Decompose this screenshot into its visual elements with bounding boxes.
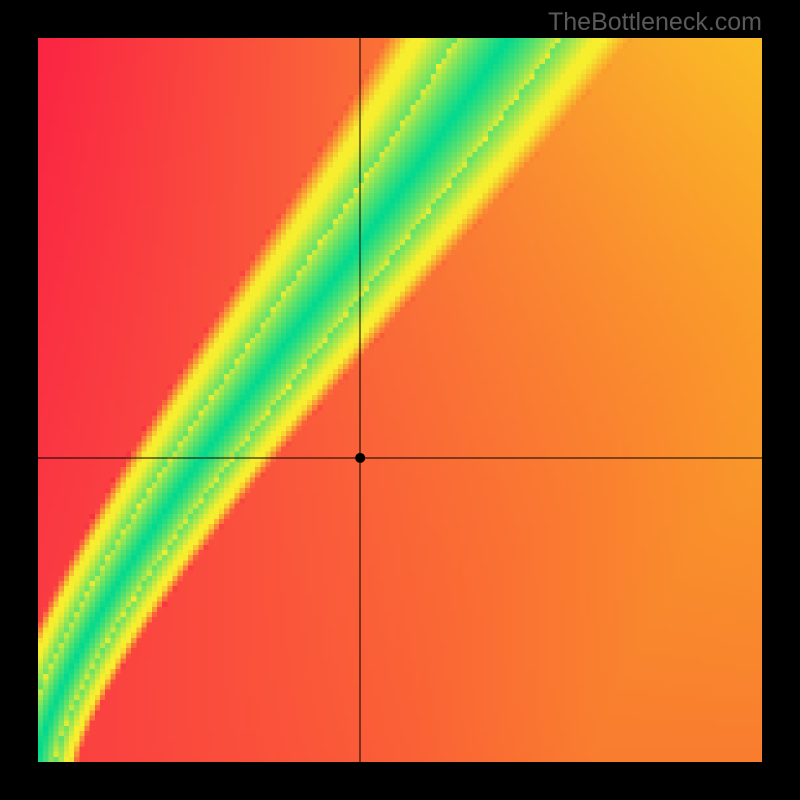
bottleneck-heatmap <box>38 38 762 762</box>
watermark-text: TheBottleneck.com <box>548 8 762 37</box>
chart-container: TheBottleneck.com <box>0 0 800 800</box>
